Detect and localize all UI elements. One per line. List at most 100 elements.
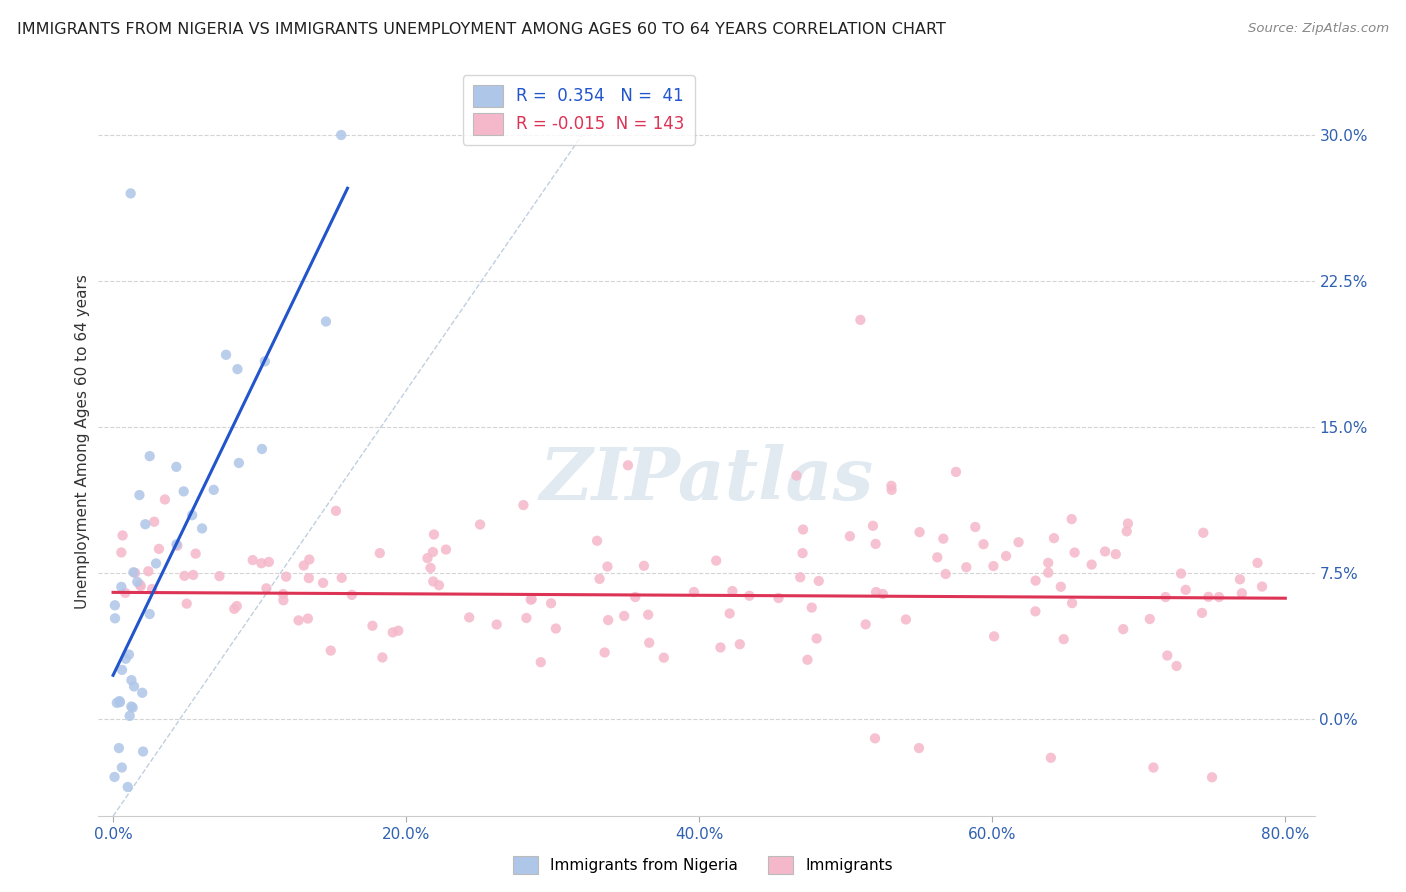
Point (1025, 574, 1047, 588)
Point (122, 566, 145, 580)
Point (292, 558, 315, 573)
Point (894, 612, 917, 626)
Point (838, 529, 860, 543)
Point (129, 578, 152, 592)
Point (110, 545, 132, 559)
Point (138, 449, 160, 463)
Point (427, 578, 450, 592)
Point (586, 533, 609, 548)
Point (104, 611, 127, 625)
Point (800, 600, 823, 615)
Point (124, 566, 146, 580)
Point (315, 314, 337, 328)
Point (271, 587, 294, 601)
Point (108, 695, 131, 709)
Point (153, 492, 176, 507)
Point (792, 546, 814, 560)
Text: IMMIGRANTS FROM NIGERIA VS IMMIGRANTS UNEMPLOYMENT AMONG AGES 60 TO 64 YEARS COR: IMMIGRANTS FROM NIGERIA VS IMMIGRANTS UN… (17, 22, 946, 37)
Point (250, 556, 273, 570)
Point (145, 557, 167, 571)
Point (855, 617, 877, 632)
Point (111, 760, 134, 774)
Point (1080, 558, 1102, 572)
Point (768, 591, 790, 605)
Point (872, 587, 894, 601)
Point (1174, 582, 1197, 597)
Point (136, 564, 159, 578)
Point (1038, 566, 1060, 580)
Point (202, 483, 225, 497)
Point (633, 558, 655, 573)
Point (1142, 760, 1164, 774)
Point (423, 527, 446, 541)
Point (312, 575, 335, 590)
Point (118, 709, 141, 723)
Point (728, 637, 751, 651)
Point (908, 525, 931, 540)
Point (721, 584, 744, 599)
Point (596, 559, 619, 574)
Point (637, 607, 659, 622)
Point (983, 559, 1005, 574)
Point (588, 572, 610, 586)
Point (325, 504, 347, 518)
Point (143, 515, 166, 529)
Point (361, 618, 384, 632)
Point (108, 694, 131, 708)
Point (422, 545, 444, 559)
Point (416, 551, 439, 566)
Point (434, 542, 457, 557)
Point (184, 547, 207, 561)
Point (121, 700, 143, 714)
Point (117, 780, 139, 794)
Point (224, 602, 246, 616)
Point (242, 553, 264, 567)
Point (955, 560, 977, 574)
Point (226, 362, 249, 376)
Point (704, 553, 727, 567)
Point (1105, 547, 1128, 561)
Point (298, 552, 321, 566)
Point (110, 580, 132, 594)
Point (515, 611, 537, 625)
Point (796, 653, 818, 667)
Point (1201, 770, 1223, 784)
Point (995, 549, 1018, 563)
Point (287, 614, 309, 628)
Point (792, 523, 814, 537)
Point (319, 643, 342, 657)
Point (138, 607, 160, 621)
Point (652, 650, 675, 665)
Point (932, 532, 955, 546)
Point (593, 645, 616, 659)
Point (863, 731, 886, 746)
Y-axis label: Unemployment Among Ages 60 to 64 years: Unemployment Among Ages 60 to 64 years (75, 274, 90, 609)
Point (983, 629, 1005, 643)
Point (120, 673, 142, 688)
Point (908, 741, 931, 756)
Point (806, 632, 828, 646)
Point (1208, 590, 1230, 604)
Point (1050, 580, 1073, 594)
Point (1024, 604, 1046, 618)
Point (738, 589, 761, 603)
Legend: R =  0.354   N =  41, R = -0.015  N = 143: R = 0.354 N = 41, R = -0.015 N = 143 (463, 75, 695, 145)
Point (789, 570, 811, 584)
Point (134, 517, 156, 532)
Point (228, 456, 250, 470)
Point (381, 625, 404, 640)
Point (1094, 544, 1116, 558)
Point (598, 613, 620, 627)
Point (1156, 648, 1178, 663)
Point (114, 651, 136, 665)
Point (330, 128, 353, 142)
Point (419, 561, 441, 575)
Point (176, 597, 198, 611)
Point (458, 610, 481, 624)
Point (638, 636, 661, 650)
Point (1060, 596, 1083, 610)
Point (520, 592, 543, 607)
Point (191, 521, 214, 535)
Point (250, 442, 273, 456)
Point (927, 550, 949, 565)
